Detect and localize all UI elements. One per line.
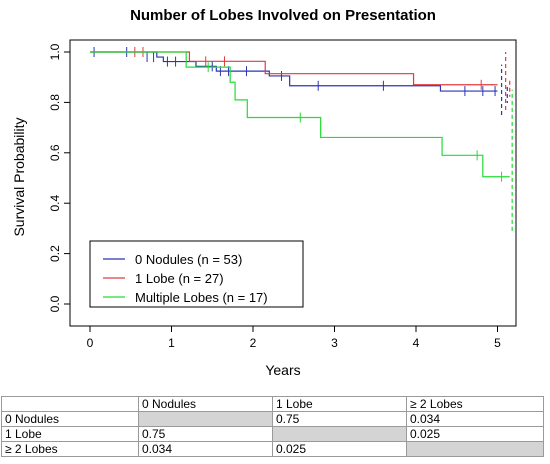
x-axis: 0 1 2 3 4 5 xyxy=(87,326,501,350)
table-cell: 0.75 xyxy=(272,411,407,427)
chart-title: Number of Lobes Involved on Presentation xyxy=(130,7,436,24)
table-cell: 0.034 xyxy=(138,441,273,457)
table-header-cell: 0 Nodules xyxy=(138,396,273,412)
x-tick-label: 1 xyxy=(168,336,175,350)
km-chart: Number of Lobes Involved on Presentation… xyxy=(11,7,517,378)
legend-label-multiple-lobes: Multiple Lobes (n = 17) xyxy=(135,290,268,305)
table-row: ≥ 2 Lobes 0.034 0.025 xyxy=(1,441,544,457)
series-1-lobe xyxy=(90,47,511,110)
legend-box xyxy=(89,240,304,308)
series-0-nodules xyxy=(90,47,508,115)
table-header-row: 0 Nodules 1 Lobe ≥ 2 Lobes xyxy=(1,396,544,412)
y-tick-label: 0.2 xyxy=(48,245,62,262)
table-row: 0 Nodules 0.75 0.034 xyxy=(1,411,544,427)
legend-label-0-nodules: 0 Nodules (n = 53) xyxy=(135,252,242,267)
x-tick-label: 0 xyxy=(87,336,94,350)
table-header-cell: 1 Lobe xyxy=(272,396,407,412)
x-tick-label: 2 xyxy=(250,336,257,350)
row-label: ≥ 2 Lobes xyxy=(1,441,139,457)
legend-label-1-lobe: 1 Lobe (n = 27) xyxy=(135,271,224,286)
row-label: 0 Nodules xyxy=(1,411,139,427)
table-cell xyxy=(272,426,407,442)
series-0-nodules-line xyxy=(90,51,498,92)
table-header-cell: ≥ 2 Lobes xyxy=(406,396,544,412)
p-value-table: 0 Nodules 1 Lobe ≥ 2 Lobes 0 Nodules 0.7… xyxy=(1,396,544,457)
x-tick-label: 5 xyxy=(494,336,501,350)
table-row: 1 Lobe 0.75 0.025 xyxy=(1,426,544,442)
plot-frame xyxy=(69,39,517,327)
table-cell: 0.025 xyxy=(272,441,407,457)
y-tick-label: 0.8 xyxy=(48,94,62,111)
row-label: 1 Lobe xyxy=(1,426,139,442)
legend: 0 Nodules (n = 53) 1 Lobe (n = 27) Multi… xyxy=(89,240,304,308)
y-tick-label: 1.0 xyxy=(48,43,62,60)
table-cell xyxy=(138,411,273,427)
table-header-cell xyxy=(1,396,139,412)
x-axis-title: Years xyxy=(265,362,300,378)
series-layer xyxy=(90,47,513,231)
table-cell xyxy=(406,441,544,457)
series-1-lobe-line xyxy=(90,51,498,86)
y-tick-label: 0.6 xyxy=(48,144,62,161)
table-cell: 0.75 xyxy=(138,426,273,442)
x-tick-label: 3 xyxy=(331,336,338,350)
y-axis-title: Survival Probability xyxy=(11,117,27,236)
table-cell: 0.025 xyxy=(406,426,544,442)
table-cell: 0.034 xyxy=(406,411,544,427)
series-multiple-lobes xyxy=(90,51,513,231)
y-tick-label: 0.4 xyxy=(48,195,62,212)
x-tick-label: 4 xyxy=(413,336,420,350)
y-tick-label: 0.0 xyxy=(48,295,62,312)
y-axis: 0.0 0.2 0.4 0.6 0.8 1.0 xyxy=(48,43,70,312)
